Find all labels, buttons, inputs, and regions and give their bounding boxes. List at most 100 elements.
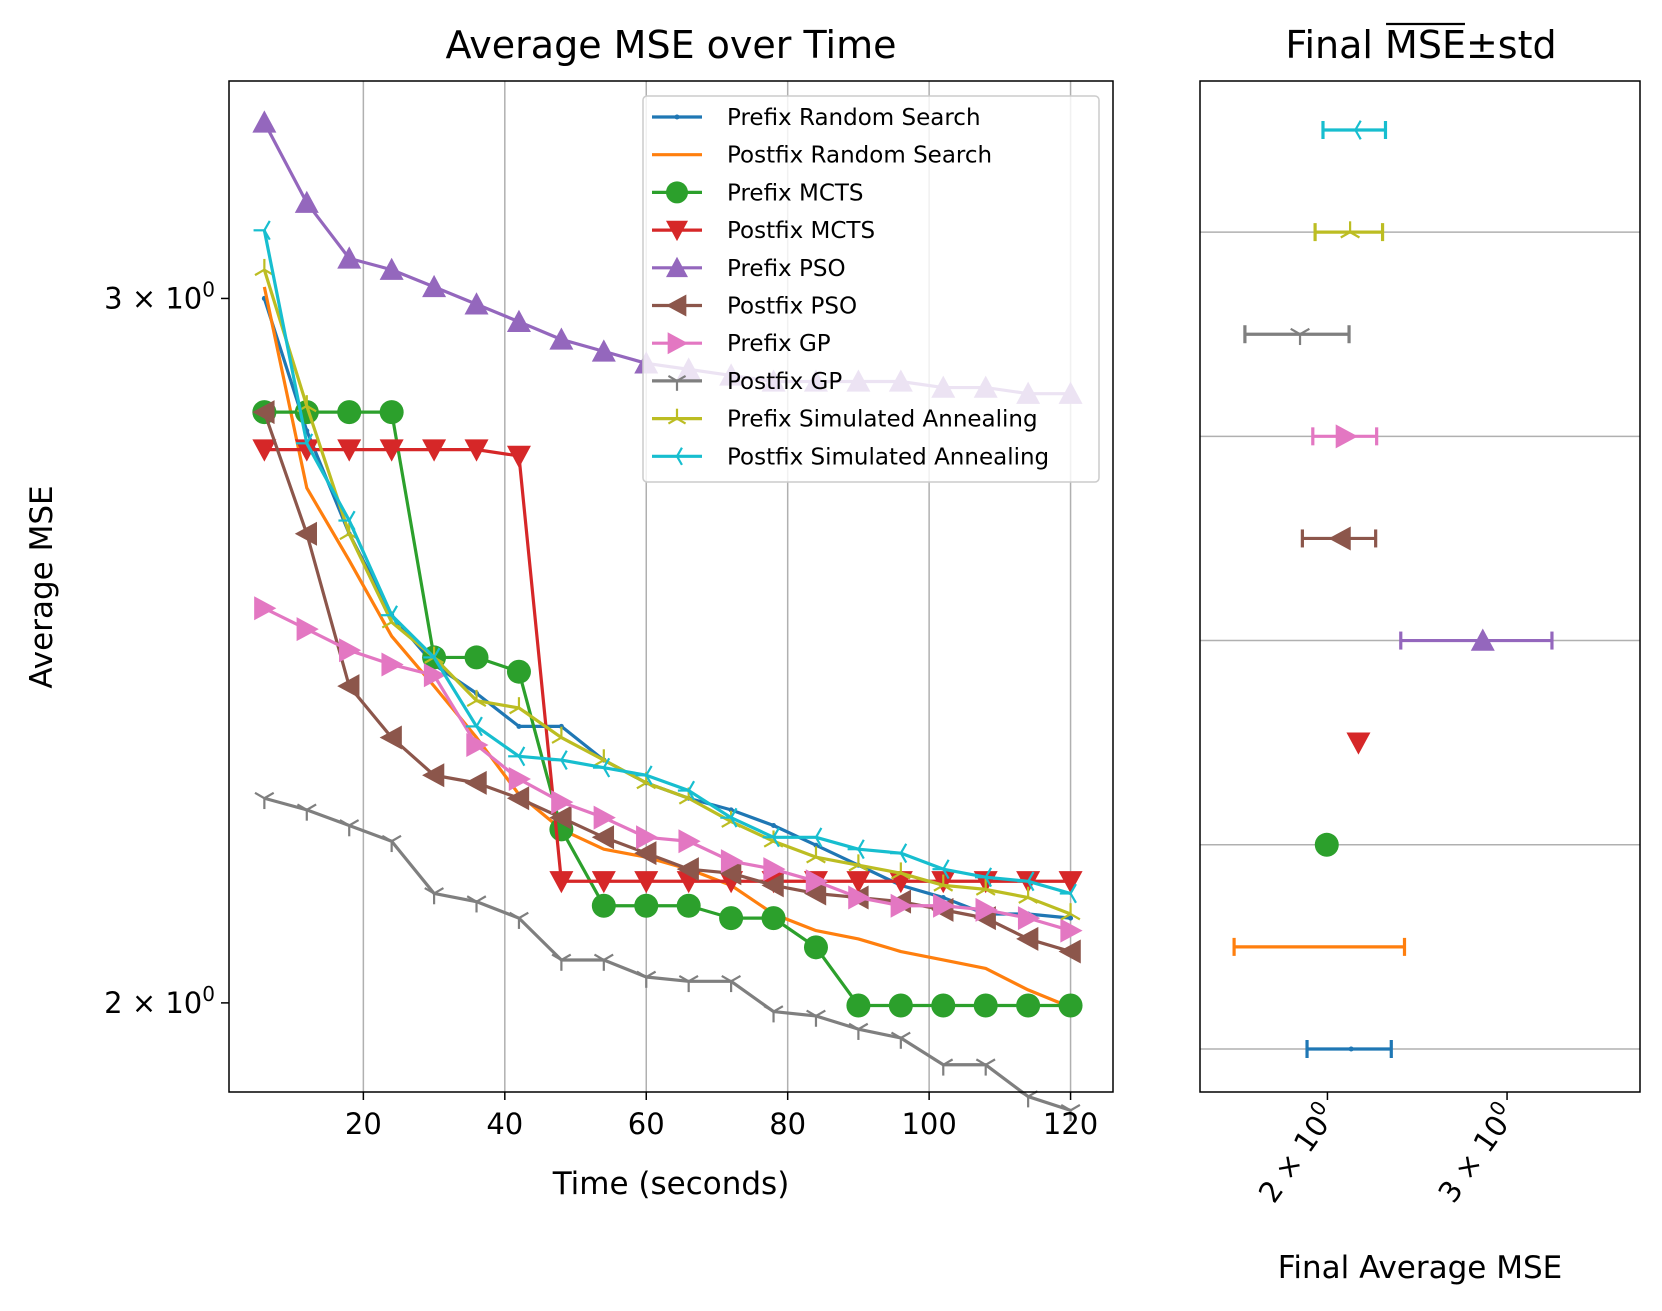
data-point xyxy=(379,400,404,425)
data-point xyxy=(720,807,738,828)
data-point xyxy=(379,725,402,750)
data-point xyxy=(975,897,998,922)
data-point xyxy=(254,596,277,621)
x-tick-label: 60 xyxy=(628,1107,665,1141)
data-point xyxy=(803,935,828,960)
legend-label: Postfix Simulated Annealing xyxy=(727,444,1049,470)
data-point xyxy=(516,723,522,729)
legend-label: Postfix MCTS xyxy=(727,218,875,244)
x-tick-label: 120 xyxy=(1043,1107,1098,1141)
data-point xyxy=(634,841,657,866)
legend-label: Prefix GP xyxy=(727,331,831,357)
data-point xyxy=(890,862,911,880)
data-point xyxy=(252,400,275,425)
data-point xyxy=(465,716,483,737)
data-point xyxy=(1016,993,1041,1018)
legend-item: Prefix GP xyxy=(652,331,831,357)
data-point xyxy=(975,878,996,896)
data-point xyxy=(678,829,701,854)
data-point xyxy=(974,867,993,888)
data-point xyxy=(551,726,572,744)
data-point xyxy=(635,765,653,786)
mean-marker xyxy=(1290,327,1310,346)
data-point xyxy=(677,780,696,801)
legend-box xyxy=(642,95,1100,483)
data-point xyxy=(424,887,444,905)
mean-marker xyxy=(1346,732,1371,755)
data-point xyxy=(846,993,871,1018)
data-point xyxy=(549,871,574,894)
data-point xyxy=(549,327,574,350)
data-point xyxy=(975,1058,996,1076)
data-point xyxy=(506,786,530,811)
errorbar-postfix-simulated-annealing xyxy=(1321,120,1388,140)
data-point xyxy=(890,893,913,918)
data-point xyxy=(253,220,271,241)
right-title-overline: MSE xyxy=(1385,23,1466,67)
data-point xyxy=(1018,886,1039,904)
line-chart: Average MSE over Time 20 40 60 80 100 120 3 ×… xyxy=(24,23,1114,1202)
errorbar-postfix-gp xyxy=(1243,325,1351,346)
data-point xyxy=(803,881,827,906)
mean-marker xyxy=(1340,221,1361,239)
data-point xyxy=(806,846,826,864)
legend-item: Postfix Simulated Annealing xyxy=(652,444,1049,470)
data-point xyxy=(1060,903,1081,921)
series-line xyxy=(262,269,1072,916)
data-point xyxy=(636,825,659,850)
mean-marker xyxy=(1344,120,1362,140)
data-point xyxy=(422,439,447,462)
data-point xyxy=(1017,871,1035,892)
data-point xyxy=(848,1022,869,1040)
y-tick-label: 3 × 100 xyxy=(104,277,215,315)
mean-marker xyxy=(1314,832,1339,857)
data-point xyxy=(888,993,913,1018)
errorbar-prefix-pso xyxy=(1399,628,1554,651)
data-point xyxy=(805,869,828,894)
data-point xyxy=(551,953,572,971)
data-point xyxy=(636,970,657,988)
data-point xyxy=(1058,871,1083,894)
data-point xyxy=(422,763,445,788)
data-point xyxy=(593,805,616,830)
data-point xyxy=(338,510,356,531)
legend-item: Prefix PSO xyxy=(652,256,846,282)
series-line xyxy=(264,448,1071,883)
data-point xyxy=(464,439,489,462)
errorbar-postfix-mcts xyxy=(1346,732,1371,755)
errorbar-postfix-random-search xyxy=(1232,937,1407,956)
data-point xyxy=(719,906,744,931)
legend-marker xyxy=(667,408,687,425)
legend-item: Postfix PSO xyxy=(652,294,857,320)
legend-marker xyxy=(667,332,688,355)
data-point xyxy=(933,1058,954,1076)
data-point xyxy=(762,827,780,848)
data-point xyxy=(1059,883,1077,904)
legend-item: Postfix GP xyxy=(652,369,842,395)
left-y-ticks: 3 × 100 2 × 100 xyxy=(104,277,229,1020)
errorbar-prefix-gp xyxy=(1311,424,1379,449)
series-prefix-simulated-annealing xyxy=(254,258,1081,921)
data-point xyxy=(423,663,447,688)
data-point xyxy=(848,854,869,872)
data-point xyxy=(506,659,531,684)
data-point xyxy=(466,895,487,913)
series-postfix-simulated-annealing xyxy=(253,220,1077,904)
right-title-prefix: Final xyxy=(1285,23,1385,67)
data-point xyxy=(591,871,616,894)
data-point xyxy=(591,893,616,918)
data-point xyxy=(1060,918,1083,943)
data-point xyxy=(379,439,404,462)
series-postfix-gp xyxy=(254,791,1081,1122)
data-point xyxy=(1016,926,1039,951)
data-point xyxy=(771,822,777,829)
mean-marker xyxy=(1470,628,1495,651)
data-point xyxy=(464,645,489,670)
data-point xyxy=(805,827,823,848)
legend-marker xyxy=(666,181,688,204)
data-point xyxy=(558,723,564,729)
legend-marker xyxy=(666,294,687,317)
data-point xyxy=(294,521,317,546)
data-point xyxy=(806,1009,826,1027)
legend-label: Prefix PSO xyxy=(727,256,846,282)
